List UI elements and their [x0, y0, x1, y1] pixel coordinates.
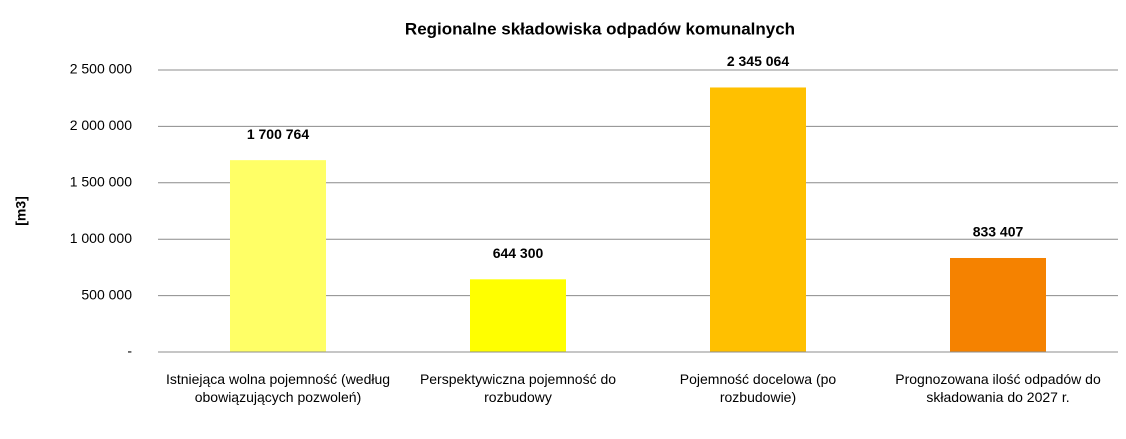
y-axis-label: [m3] [13, 196, 29, 226]
value-label: 833 407 [973, 224, 1024, 240]
y-tick-label: 2 000 000 [70, 117, 132, 133]
value-label: 2 345 064 [727, 53, 789, 69]
y-tick-label: - [127, 343, 132, 359]
chart-title: Regionalne składowiska odpadów komunalny… [405, 19, 795, 38]
x-tick-label: Prognozowana ilość odpadów do składowani… [895, 371, 1101, 405]
bar [710, 87, 806, 353]
bar [230, 160, 326, 352]
value-label: 1 700 764 [247, 126, 309, 142]
y-tick-label: 2 500 000 [70, 61, 132, 77]
x-tick-label: Pojemność docelowa (po rozbudowie) [679, 371, 837, 405]
value-label: 644 300 [493, 245, 544, 261]
y-tick-label: 1 000 000 [70, 230, 132, 246]
bar [950, 257, 1046, 352]
x-tick-label: Istniejąca wolna pojemność (według obowi… [165, 371, 391, 405]
bar [470, 279, 566, 352]
x-tick-label: Perspektywiczna pojemność do rozbudowy [419, 371, 617, 405]
y-tick-label: 500 000 [81, 286, 132, 302]
y-tick-label: 1 500 000 [70, 174, 132, 190]
